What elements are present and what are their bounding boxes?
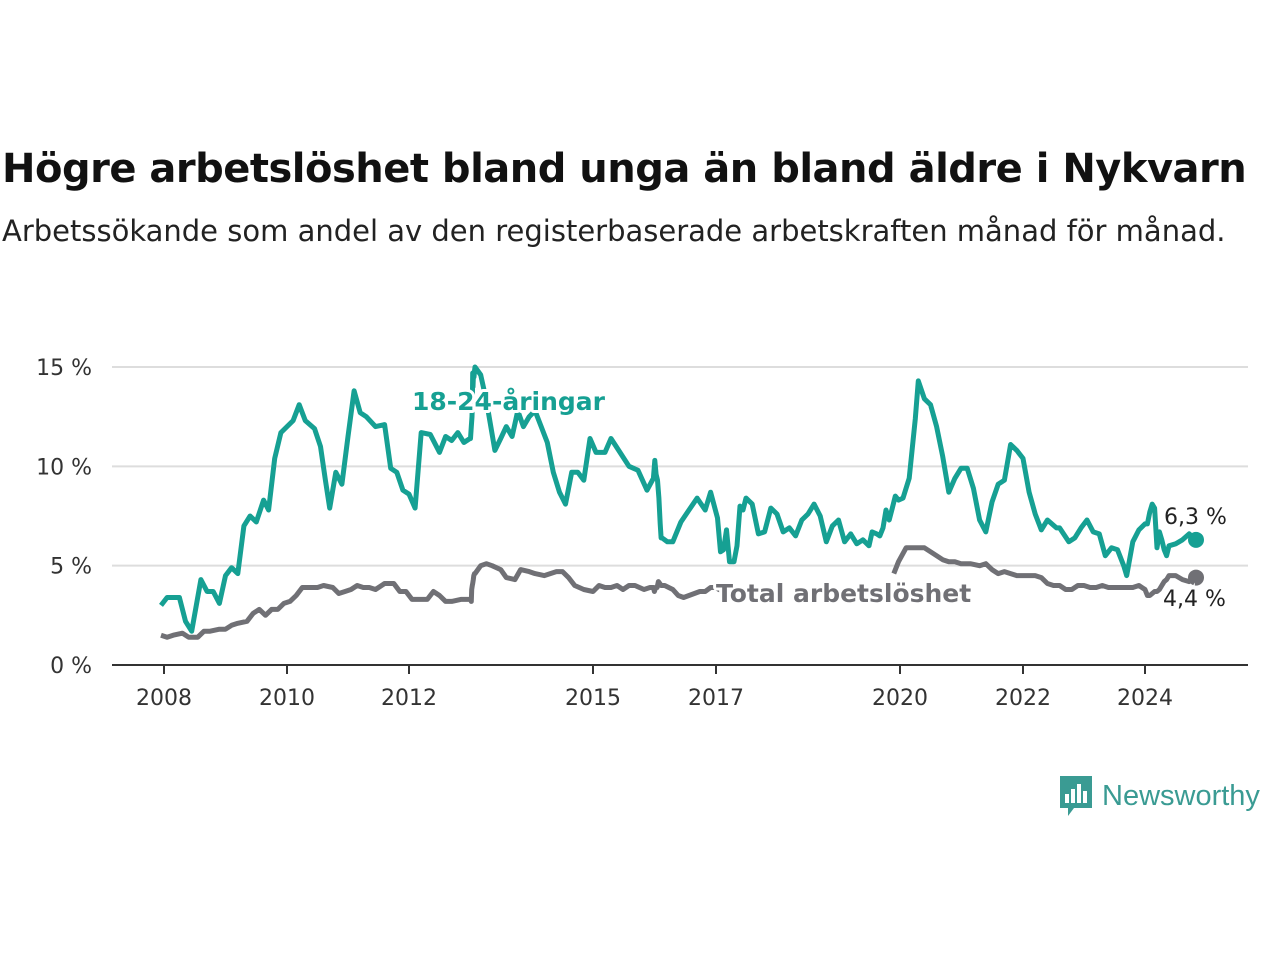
x-tick-label: 2024 — [1117, 686, 1173, 711]
y-tick-label: 10 % — [36, 455, 92, 480]
x-tick-label: 2015 — [565, 686, 621, 711]
chart-title: Högre arbetslöshet bland unga än bland ä… — [2, 146, 1247, 192]
chart-subtitle: Arbetssökande som andel av den registerb… — [2, 214, 1226, 248]
series-lines — [159, 364, 1204, 640]
newsworthy-logo-icon — [1060, 776, 1092, 816]
end-label-total: 4,4 % — [1163, 587, 1226, 612]
gridlines — [112, 366, 1248, 666]
y-tick-label: 5 % — [50, 555, 92, 580]
end-label-youth: 6,3 % — [1164, 505, 1227, 530]
series-label-total: Total arbetslöshet — [716, 579, 971, 608]
series-line-youth — [159, 364, 1198, 634]
series-end-point-youth — [1188, 531, 1204, 548]
x-tick-label: 2012 — [381, 686, 437, 711]
x-tick-label: 2010 — [259, 686, 315, 711]
x-axis-ticks: 2008 2010 2012 2015 2017 2020 2022 2024 — [136, 665, 1173, 711]
series-line-total-2 — [891, 545, 1198, 598]
series-end-point-total — [1188, 569, 1204, 586]
y-tick-label: 15 % — [36, 356, 92, 381]
y-axis-ticks: 0 % 5 % 10 % 15 % — [36, 356, 92, 679]
x-tick-label: 2022 — [995, 686, 1051, 711]
newsworthy-logo: Newsworthy — [1058, 772, 1260, 820]
x-tick-label: 2008 — [136, 686, 192, 711]
y-tick-label: 0 % — [50, 654, 92, 679]
x-tick-label: 2017 — [688, 686, 744, 711]
series-labels: 18-24-åringar Total arbetslöshet 6,3 % 4,4 … — [409, 384, 1229, 615]
series-label-youth: 18-24-åringar — [412, 387, 606, 416]
x-tick-label: 2020 — [872, 686, 928, 711]
series-line-total — [160, 561, 733, 640]
newsworthy-logo-text: Newsworthy — [1102, 779, 1260, 812]
